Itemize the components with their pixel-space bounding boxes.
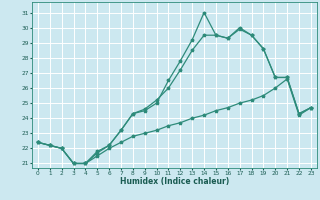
X-axis label: Humidex (Indice chaleur): Humidex (Indice chaleur) (120, 177, 229, 186)
